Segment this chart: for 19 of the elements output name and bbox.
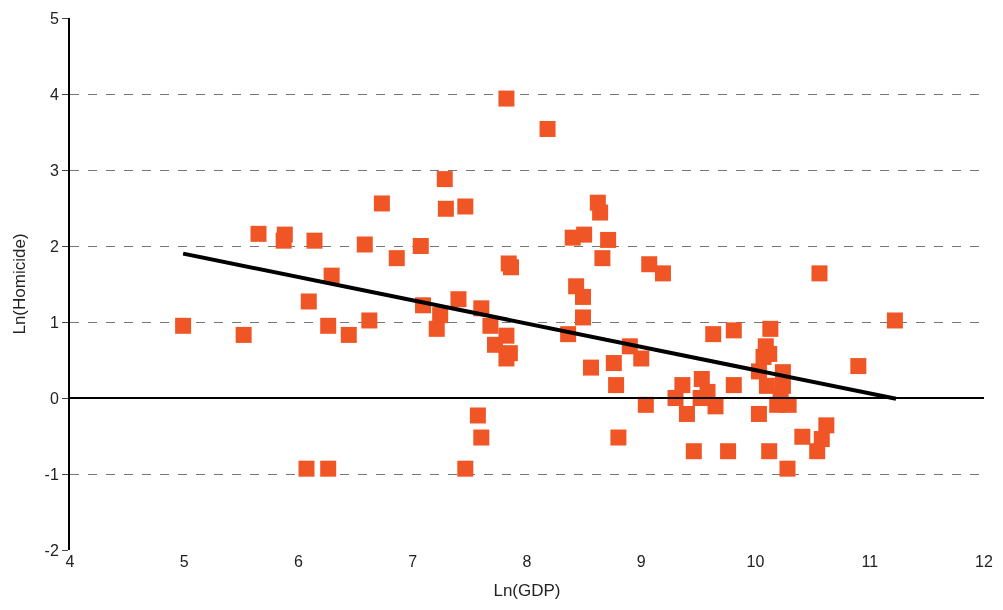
y-tick-label: 2 bbox=[49, 237, 59, 255]
y-tick-label: -1 bbox=[44, 465, 59, 483]
x-tick-label: 7 bbox=[408, 553, 418, 570]
x-tick-label: 4 bbox=[65, 553, 75, 570]
y-tick-label: 5 bbox=[49, 9, 59, 27]
y-tick-label: 0 bbox=[49, 389, 59, 407]
y-tick-label: -2 bbox=[44, 541, 59, 559]
x-tick-label: 9 bbox=[636, 553, 646, 570]
y-tick-label: 3 bbox=[49, 161, 59, 179]
y-tick-label: 4 bbox=[49, 85, 59, 103]
x-tick-label: 5 bbox=[179, 553, 189, 570]
y-tick-label: 1 bbox=[49, 313, 59, 331]
x-tick-label: 12 bbox=[975, 553, 993, 570]
x-tick-label: 11 bbox=[861, 553, 879, 570]
x-axis-title: Ln(GDP) bbox=[493, 581, 561, 601]
x-tick-label: 8 bbox=[522, 553, 532, 570]
y-axis-title: Ln(Homicide) bbox=[9, 233, 29, 335]
x-tick-label: 6 bbox=[294, 553, 304, 570]
x-tick-label: 10 bbox=[746, 553, 765, 570]
